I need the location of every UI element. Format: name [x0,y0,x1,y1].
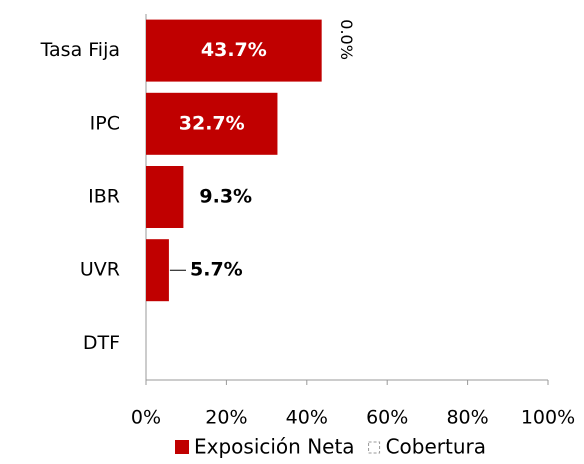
y-tick-label: Tasa Fija [40,39,120,61]
legend-swatch [368,441,381,454]
value-label: 32.7% [179,112,245,134]
x-tick-label: 60% [366,407,408,429]
x-tick-label: 80% [446,407,488,429]
y-tick-label: DTF [83,332,120,354]
value-label: 43.7% [201,39,267,61]
bar [146,166,184,228]
x-tick-label: 100% [521,407,575,429]
legend-swatch [175,440,189,454]
x-tick-label: 0% [131,407,161,429]
value-label: 9.3% [199,186,252,208]
y-tick-label: IBR [88,186,120,208]
x-tick-label: 40% [286,407,328,429]
value-label: 0.0% [337,19,356,60]
y-tick-label: IPC [90,112,120,134]
bar [146,92,278,155]
legend-label: Exposición Neta [194,435,355,459]
bar [146,239,169,302]
x-tick-label: 20% [205,407,247,429]
value-label: 5.7% [190,259,243,281]
y-tick-label: UVR [80,259,120,281]
legend-label: Cobertura [386,435,486,459]
bar [146,19,322,82]
